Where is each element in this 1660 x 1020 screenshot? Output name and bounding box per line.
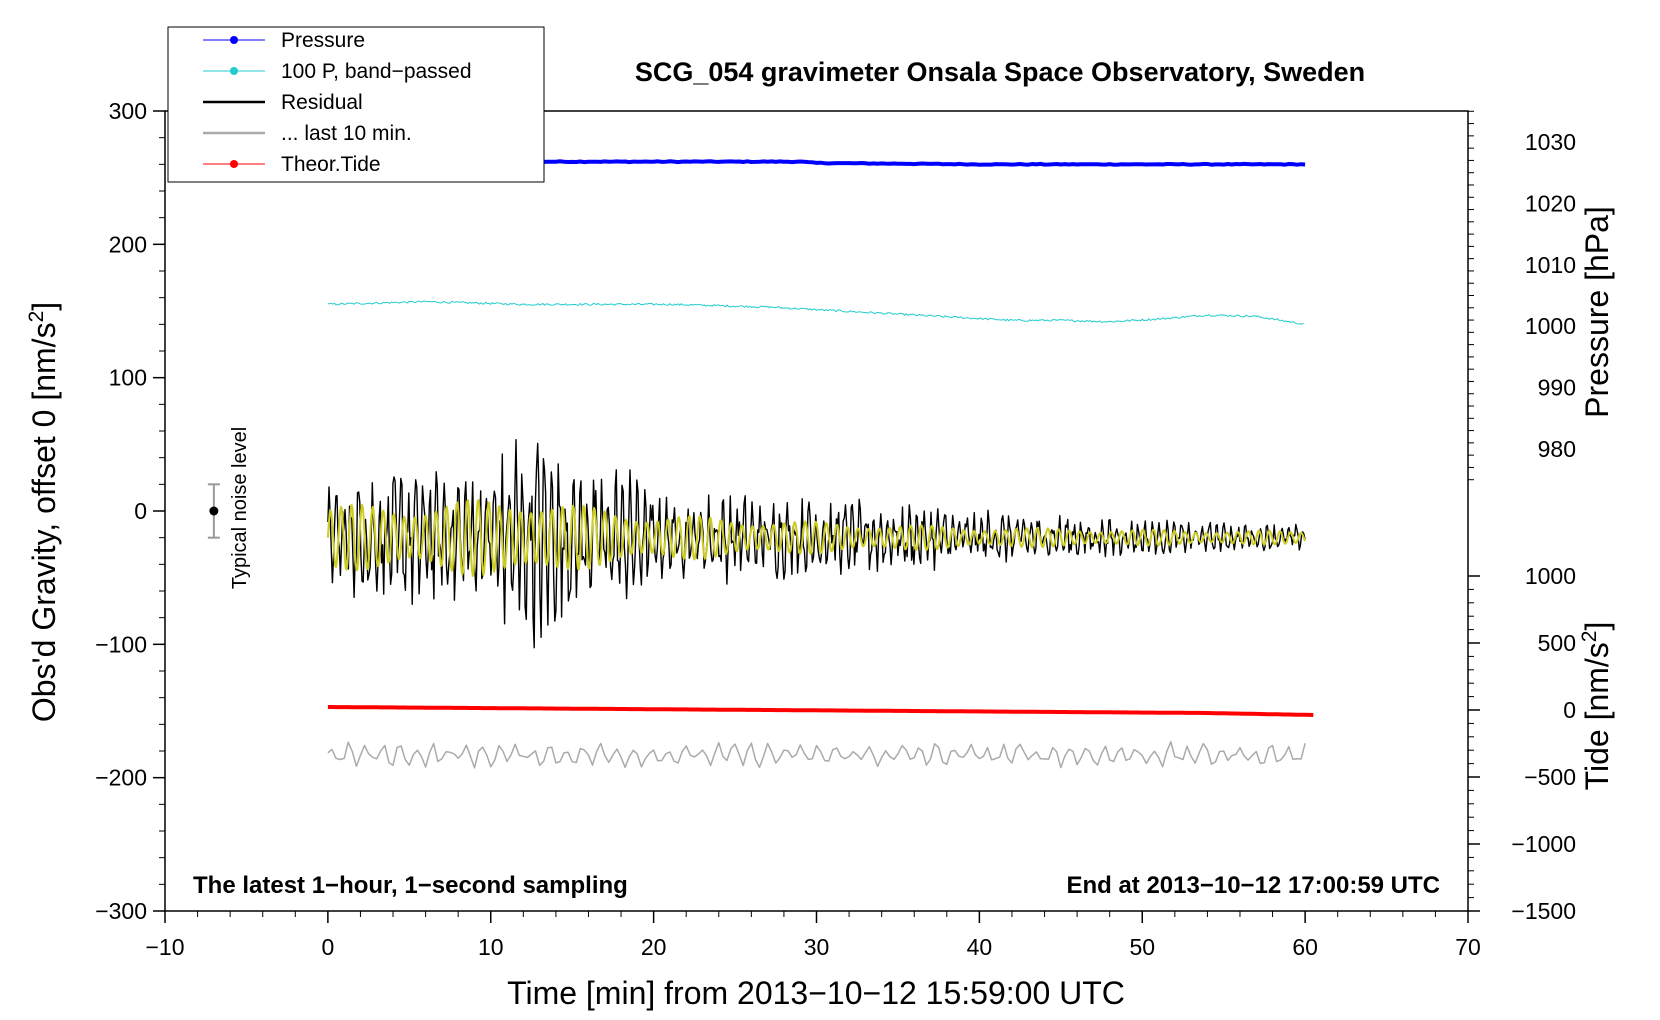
residual-band-line [326,499,1307,577]
tide-tick-label: −1500 [1511,898,1576,924]
tide-tick-label: −1000 [1511,831,1576,857]
legend-label: Pressure [281,29,365,52]
pressure-tick-label: 990 [1538,375,1576,401]
legend-label: Theor.Tide [281,153,381,176]
noise-label: Typical noise level [229,427,251,589]
x-axis-title: Time [min] from 2013−10−12 15:59:00 UTC [507,975,1125,1011]
y-axis-title-left: Obs'd Gravity, offset 0 [nm/s2] [25,302,62,722]
y-tick-label: 0 [134,498,147,524]
tide-tick-label: 500 [1538,630,1576,656]
x-tick-label: 50 [1129,934,1155,960]
pressure-tick-label: 980 [1538,436,1576,462]
noise-center-dot [209,506,219,516]
pressure-tick-label: 1000 [1525,313,1576,339]
pressure-tick-label: 1020 [1525,190,1576,216]
x-tick-label: 40 [967,934,993,960]
y-tick-label: −200 [95,765,147,791]
last-10-min-line [327,741,1306,769]
tide-tick-label: 0 [1563,697,1576,723]
y-tick-label: −100 [95,631,147,657]
legend-marker [230,67,238,75]
tide-tick-label: −500 [1524,764,1576,790]
legend-label: 100 P, band−passed [281,60,472,83]
legend-marker [230,160,238,168]
legend-marker [230,36,238,44]
x-tick-label: 30 [804,934,830,960]
series-layer [326,159,1314,769]
tide-line [327,705,1314,717]
x-tick-label: 70 [1455,934,1481,960]
x-tick-label: 0 [321,934,334,960]
y-tick-label: 300 [109,98,147,124]
legend: Pressure 100 P, band−passed Residual ... la… [203,29,472,176]
legend-label: Residual [281,91,363,114]
y-tick-label: 200 [109,231,147,257]
pressure-tick-label: 1030 [1525,129,1576,155]
x-tick-label: 10 [478,934,504,960]
bottom-left-note: The latest 1−hour, 1−second sampling [193,872,628,899]
legend-label: ... last 10 min. [281,122,412,145]
x-tick-label: 20 [641,934,667,960]
axis-ticks: −10 0 10 20 30 40 50 60 703002001000−100−200−300… [95,98,1576,960]
pressure-tick-label: 1010 [1525,252,1576,278]
y-tick-label: 100 [109,365,147,391]
y-axis-title-pressure: Pressure [hPa] [1579,206,1615,418]
chart-title: SCG_054 gravimeter Onsala Space Observat… [635,57,1365,87]
band-passed-pressure-line [327,300,1304,325]
y-tick-label: −300 [95,898,147,924]
x-tick-label: −10 [145,934,184,960]
x-tick-label: 60 [1292,934,1318,960]
bottom-right-note: End at 2013−10−12 17:00:59 UTC [1066,872,1440,899]
legend-box [167,26,545,183]
noise-indicator: Typical noise level [207,427,251,589]
tide-tick-label: 1000 [1525,563,1576,589]
y-axis-title-tide: Tide [nm/s2] [1578,622,1615,791]
